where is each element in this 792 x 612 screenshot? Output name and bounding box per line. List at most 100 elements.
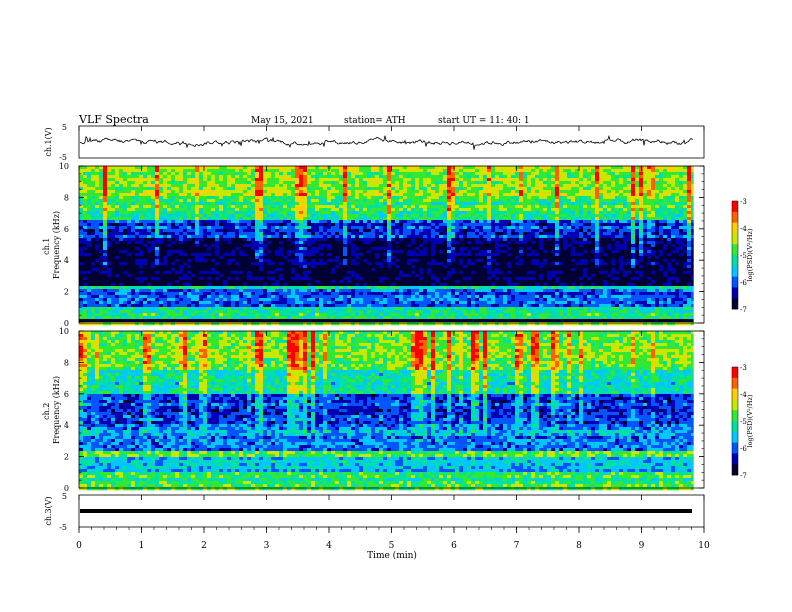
spectrogram-cell bbox=[351, 223, 356, 227]
spectrogram-cell bbox=[355, 175, 360, 179]
spectrogram-cell bbox=[323, 193, 328, 197]
spectrogram-cell bbox=[671, 199, 676, 203]
spectrogram-cell bbox=[595, 166, 600, 170]
spectrogram-cell bbox=[291, 232, 296, 236]
spectrogram-cell bbox=[167, 193, 172, 197]
spectrogram-cell bbox=[467, 187, 472, 191]
spectrogram-cell bbox=[251, 208, 256, 212]
spectrogram-cell bbox=[399, 169, 404, 173]
spectrogram-cell bbox=[179, 178, 184, 182]
spectrogram-cell bbox=[95, 235, 100, 239]
spectrogram-cell bbox=[255, 208, 260, 212]
spectrogram-cell bbox=[315, 184, 320, 188]
spectrogram-cell bbox=[559, 229, 564, 233]
spectrogram-cell bbox=[639, 187, 644, 191]
spectrogram-cell bbox=[351, 199, 356, 203]
spectrogram-cell bbox=[531, 244, 536, 248]
spectrogram-cell bbox=[371, 238, 376, 242]
spectrogram-cell bbox=[471, 217, 476, 221]
spectrogram-cell bbox=[359, 175, 364, 179]
spectrogram-cell bbox=[335, 181, 340, 185]
spectrogram-cell bbox=[327, 175, 332, 179]
spectrogram-cell bbox=[311, 187, 316, 191]
spectrogram-cell bbox=[451, 196, 456, 200]
spectrogram-cell bbox=[399, 259, 404, 263]
spectrogram-cell bbox=[391, 217, 396, 221]
spectrogram-cell bbox=[135, 202, 140, 206]
spectrogram-cell bbox=[671, 229, 676, 233]
spectrogram-cell bbox=[455, 247, 460, 251]
spectrogram-cell bbox=[83, 205, 88, 209]
spectrogram-cell bbox=[267, 208, 272, 212]
spectrogram-cell bbox=[119, 178, 124, 182]
spectrogram-cell bbox=[543, 172, 548, 176]
spectrogram-cell bbox=[259, 259, 264, 263]
spectrogram-cell bbox=[399, 208, 404, 212]
spectrogram-cell bbox=[251, 235, 256, 239]
spectrogram-cell bbox=[87, 226, 92, 230]
spectrogram-cell bbox=[643, 232, 648, 236]
spectrogram-cell bbox=[675, 211, 680, 215]
spectrogram-cell bbox=[523, 226, 528, 230]
spectrogram-cell bbox=[139, 232, 144, 236]
spectrogram-cell bbox=[591, 217, 596, 221]
spectrogram-cell bbox=[287, 220, 292, 224]
spectrogram-cell bbox=[99, 172, 104, 176]
spectrogram-cell bbox=[307, 253, 312, 257]
spectrogram-cell bbox=[107, 184, 112, 188]
spectrogram-cell bbox=[123, 187, 128, 191]
spectrogram-cell bbox=[303, 202, 308, 206]
spectrogram-cell bbox=[563, 217, 568, 221]
spectrogram-cell bbox=[511, 169, 516, 173]
spectrogram-cell bbox=[187, 223, 192, 227]
spectrogram-cell bbox=[623, 235, 628, 239]
spectrogram-cell bbox=[675, 193, 680, 197]
spectrogram-cell bbox=[147, 262, 152, 266]
spectrogram-cell bbox=[651, 196, 656, 200]
spectrogram-cell bbox=[235, 166, 240, 170]
spectrogram-cell bbox=[187, 178, 192, 182]
spectrogram-cell bbox=[651, 226, 656, 230]
spectrogram-cell bbox=[151, 181, 156, 185]
spectrogram-cell bbox=[431, 232, 436, 236]
spectrogram-cell bbox=[583, 202, 588, 206]
spectrogram-cell bbox=[455, 187, 460, 191]
spectrogram-cell bbox=[307, 241, 312, 245]
spectrogram-cell bbox=[323, 175, 328, 179]
spectrogram-cell bbox=[579, 232, 584, 236]
spectrogram-cell bbox=[503, 256, 508, 260]
spectrogram-cell bbox=[167, 253, 172, 257]
spectrogram-cell bbox=[335, 178, 340, 182]
spectrogram-cell bbox=[95, 181, 100, 185]
spectrogram-cell bbox=[447, 205, 452, 209]
spectrogram-cell bbox=[83, 190, 88, 194]
spectrogram-cell bbox=[343, 172, 348, 176]
spectrogram-cell bbox=[283, 250, 288, 254]
spectrogram-cell bbox=[151, 211, 156, 215]
spectrogram-cell bbox=[675, 250, 680, 254]
spectrogram-cell bbox=[227, 244, 232, 248]
spectrogram-cell bbox=[227, 184, 232, 188]
spectrogram-cell bbox=[171, 205, 176, 209]
spectrogram-cell bbox=[615, 187, 620, 191]
spectrogram-cell bbox=[463, 253, 468, 257]
spectrogram-cell bbox=[483, 250, 488, 254]
spectrogram-cell bbox=[579, 172, 584, 176]
spectrogram-cell bbox=[435, 232, 440, 236]
spectrogram-cell bbox=[575, 229, 580, 233]
spectrogram-cell bbox=[643, 250, 648, 254]
spectrogram-cell bbox=[199, 172, 204, 176]
spectrogram-cell bbox=[547, 187, 552, 191]
spectrogram-cell bbox=[495, 256, 500, 260]
spectrogram-cell bbox=[671, 181, 676, 185]
spectrogram-cell bbox=[191, 238, 196, 242]
spectrogram-cell bbox=[399, 244, 404, 248]
spectrogram-cell bbox=[667, 199, 672, 203]
spectrogram-cell bbox=[391, 193, 396, 197]
spectrogram-cell bbox=[595, 181, 600, 185]
spectrogram-cell bbox=[379, 208, 384, 212]
spectrogram-cell bbox=[411, 178, 416, 182]
spectrogram-cell bbox=[571, 190, 576, 194]
spectrogram-cell bbox=[455, 181, 460, 185]
spectrogram-cell bbox=[79, 217, 84, 221]
